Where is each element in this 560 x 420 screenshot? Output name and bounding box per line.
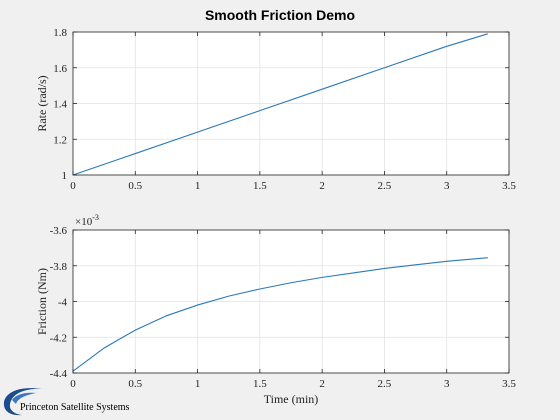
y-tick-label: 1.4	[53, 99, 67, 111]
x-tick-label: 2	[319, 378, 325, 390]
friction-axes: 0 0.5 1 1.5 2 2.5 3 3.5 -4.4 -4.2 -4 -3.8 -3.6 Frict…	[35, 213, 516, 406]
x-tick-label: 3	[444, 378, 450, 390]
rate-series	[72, 33, 488, 176]
logo-swoosh-icon	[3, 388, 43, 416]
pss-logo: Princeton Satellite Systems	[3, 388, 130, 416]
rate-y-axis-label: Rate (rad/s)	[35, 75, 49, 131]
x-tick-label: 2	[319, 180, 325, 192]
friction-y-exponent: ×10-3	[75, 213, 99, 228]
friction-ticks: 0 0.5 1 1.5 2 2.5 3 3.5 -4.4 -4.2 -4 -3.8 -3.6	[50, 225, 517, 390]
figure-title: Smooth Friction Demo	[205, 7, 355, 23]
series-line-0-0	[72, 33, 488, 176]
y-tick-label: 1.8	[53, 27, 67, 39]
exponent-power: -3	[92, 213, 99, 222]
x-tick-label: 3.5	[502, 378, 516, 390]
rate-ticks: 0 0.5 1 1.5 2 2.5 3 3.5 1 1.2 1.4 1.6 1.8	[53, 27, 516, 192]
x-tick-label: 1	[195, 180, 201, 192]
y-tick-label: 1.2	[53, 134, 67, 146]
x-tick-label: 3	[444, 180, 450, 192]
friction-y-axis-label: Friction (Nm)	[35, 268, 49, 335]
x-tick-label: 2.5	[378, 378, 392, 390]
rate-axes: 0 0.5 1 1.5 2 2.5 3 3.5 1 1.2 1.4 1.6 1.8 Rate (rad/…	[35, 27, 516, 192]
friction-x-axis-label: Time (min)	[264, 392, 319, 406]
exponent-base: ×10	[75, 216, 93, 228]
x-tick-label: 1.5	[253, 180, 267, 192]
x-tick-label: 2.5	[378, 180, 392, 192]
x-tick-label: 0.5	[128, 180, 142, 192]
series-line-1-0	[72, 257, 488, 372]
logo-text: Princeton Satellite Systems	[20, 402, 130, 413]
x-tick-label: 0.5	[128, 378, 142, 390]
y-tick-label: -4.4	[50, 368, 68, 380]
x-tick-label: 0	[70, 180, 76, 192]
y-tick-label: -4	[58, 297, 68, 309]
y-tick-label: 1	[62, 170, 68, 182]
x-tick-label: 0	[70, 378, 76, 390]
y-tick-label: 1.6	[53, 63, 67, 75]
logo-swoosh-inner-icon	[12, 392, 36, 404]
friction-series	[72, 257, 488, 372]
y-tick-label: -3.6	[50, 225, 68, 237]
y-tick-label: -4.2	[50, 332, 67, 344]
x-tick-label: 1.5	[253, 378, 267, 390]
x-tick-label: 3.5	[502, 180, 516, 192]
y-tick-label: -3.8	[50, 261, 68, 273]
x-tick-label: 1	[195, 378, 201, 390]
